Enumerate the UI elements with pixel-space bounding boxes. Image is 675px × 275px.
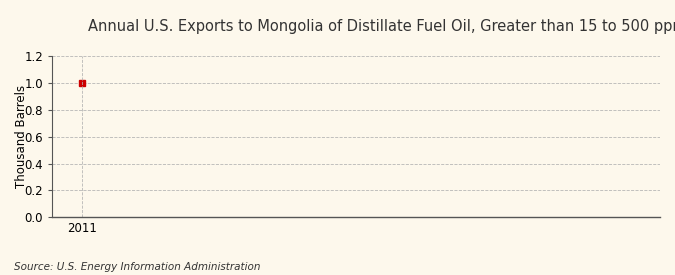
Y-axis label: Thousand Barrels: Thousand Barrels [15, 85, 28, 188]
Text: Source: U.S. Energy Information Administration: Source: U.S. Energy Information Administ… [14, 262, 260, 272]
Text: Annual U.S. Exports to Mongolia of Distillate Fuel Oil, Greater than 15 to 500 p: Annual U.S. Exports to Mongolia of Disti… [88, 19, 675, 34]
